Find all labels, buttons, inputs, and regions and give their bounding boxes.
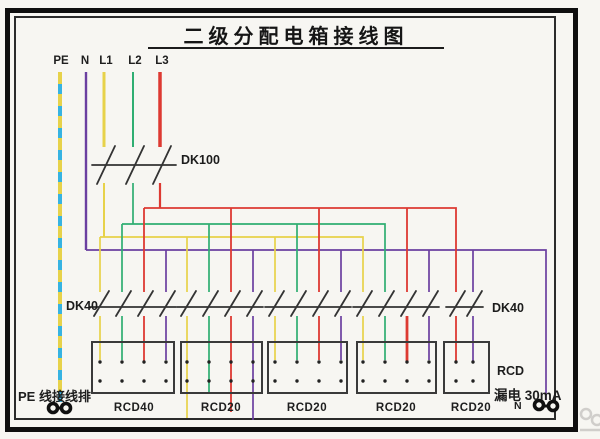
label-rcd20-4: RCD20 bbox=[450, 402, 492, 414]
label-n: N bbox=[80, 55, 90, 67]
neutral-terminal-icon bbox=[532, 398, 560, 413]
l2-wire bbox=[121, 72, 386, 394]
branch-breaker-5 bbox=[445, 290, 484, 317]
label-dk40-left: DK40 bbox=[66, 299, 98, 313]
label-rcd20-1: RCD20 bbox=[200, 402, 242, 414]
neutral-wire bbox=[84, 72, 547, 420]
label-l3: L3 bbox=[155, 55, 169, 67]
label-pe-busbar: PE 线接线排 bbox=[18, 389, 91, 404]
rcd-boxes bbox=[91, 341, 490, 394]
pe-terminal-icon bbox=[46, 401, 73, 415]
page-title: 二级分配电箱接线图 bbox=[183, 26, 409, 48]
outer-frame bbox=[5, 8, 578, 432]
inner-frame bbox=[14, 16, 556, 420]
label-rcd20-2: RCD20 bbox=[286, 402, 328, 414]
label-neutral-terminal: N bbox=[514, 400, 522, 412]
label-rcd: RCD bbox=[497, 364, 525, 378]
label-rcd20-3: RCD20 bbox=[375, 402, 417, 414]
watermark bbox=[579, 407, 600, 432]
main-breaker-dk100 bbox=[91, 145, 177, 185]
label-dk100: DK100 bbox=[181, 153, 220, 167]
l1-wire bbox=[99, 72, 364, 418]
branch-breaker-2 bbox=[176, 290, 264, 317]
terminal-dots bbox=[98, 360, 475, 383]
title-underline bbox=[148, 47, 444, 49]
branch-breaker-4 bbox=[352, 290, 440, 317]
label-l2: L2 bbox=[128, 55, 142, 67]
label-leakage-rating: 漏电 30mA bbox=[494, 388, 562, 403]
l3-wire bbox=[143, 72, 457, 412]
label-l1: L1 bbox=[99, 55, 113, 67]
label-dk40-right: DK40 bbox=[492, 301, 524, 315]
branch-breaker-1 bbox=[89, 290, 177, 317]
label-pe: PE bbox=[53, 55, 69, 67]
branch-breaker-3 bbox=[264, 290, 352, 317]
label-rcd40: RCD40 bbox=[113, 402, 155, 414]
